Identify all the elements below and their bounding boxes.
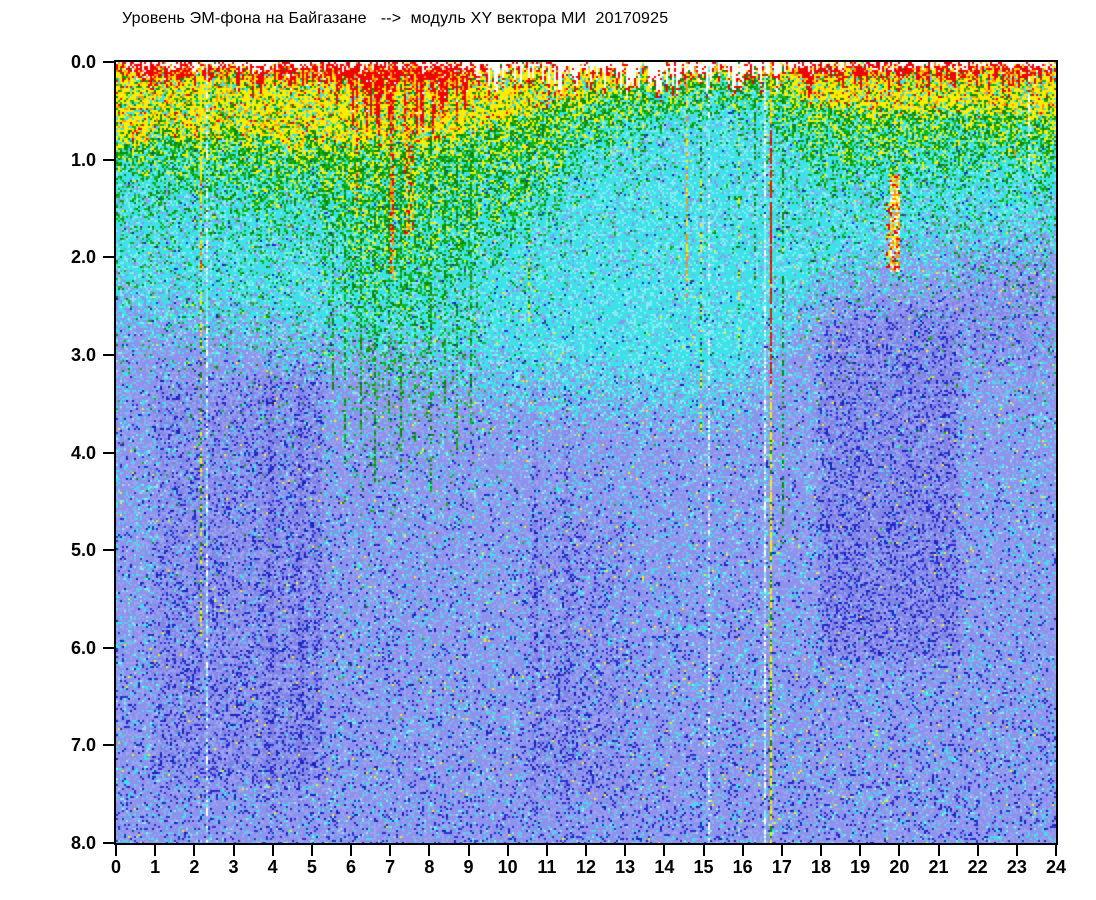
y-tick-mark — [103, 61, 114, 63]
spectrogram-canvas — [116, 62, 1056, 843]
x-tick-label: 15 — [693, 857, 714, 877]
chart-title: Уровень ЭМ-фона на Байгазане --> модуль … — [122, 10, 669, 27]
x-tick-label: 12 — [575, 857, 597, 877]
x-tick-label: 9 — [463, 857, 474, 877]
x-tick-label: 5 — [306, 857, 317, 877]
x-tick-mark — [1055, 845, 1057, 856]
x-tick-label: 1 — [150, 857, 161, 877]
x-tick-label: 18 — [810, 857, 832, 877]
x-tick-label: 7 — [385, 857, 396, 877]
y-tick-mark — [103, 842, 114, 844]
y-tick-label: 7.0 — [70, 735, 96, 756]
y-tick-label: 6.0 — [70, 637, 96, 658]
y-tick-mark — [103, 549, 114, 552]
y-tick-label: 0.0 — [70, 52, 96, 72]
x-tick-label: 8 — [424, 857, 435, 877]
x-tick-mark — [741, 845, 744, 856]
y-tick-label: 8.0 — [70, 833, 96, 853]
x-tick-mark — [506, 845, 509, 856]
x-tick-label: 3 — [228, 857, 239, 877]
y-tick-mark — [103, 256, 114, 259]
x-tick-mark — [976, 845, 979, 856]
y-tick-mark — [103, 744, 114, 747]
x-tick-label: 17 — [771, 857, 792, 877]
y-tick-mark — [103, 451, 114, 454]
x-tick-label: 16 — [732, 857, 753, 877]
y-tick-label: 5.0 — [70, 540, 96, 561]
x-tick-mark — [898, 845, 901, 856]
x-tick-label: 13 — [615, 857, 636, 877]
x-tick-label: 21 — [928, 857, 949, 877]
x-tick-mark — [663, 845, 666, 856]
y-tick-label: 4.0 — [70, 442, 96, 463]
x-tick-label: 0 — [110, 857, 121, 877]
x-tick-mark — [193, 845, 196, 856]
x-tick-mark — [545, 845, 548, 856]
x-tick-mark — [624, 845, 627, 856]
x-tick-mark — [232, 845, 235, 856]
x-tick-mark — [154, 845, 157, 856]
x-tick-mark — [115, 845, 117, 856]
x-tick-mark — [859, 845, 862, 856]
x-tick-label: 11 — [537, 857, 557, 877]
x-tick-mark — [467, 845, 470, 856]
x-tick-mark — [350, 845, 352, 856]
y-tick-label: 2.0 — [70, 247, 96, 268]
x-tick-label: 10 — [497, 857, 518, 877]
plot-frame — [114, 60, 1058, 845]
x-tick-mark — [937, 845, 940, 856]
x-tick-label: 19 — [850, 857, 871, 877]
x-tick-mark — [310, 845, 313, 856]
x-tick-mark — [389, 845, 392, 856]
x-tick-label: 22 — [967, 857, 988, 877]
y-tick-mark — [103, 353, 114, 356]
x-tick-mark — [271, 845, 274, 856]
x-tick-mark — [428, 845, 431, 856]
y-tick-mark — [103, 646, 114, 649]
x-tick-mark — [1015, 845, 1018, 856]
y-tick-mark — [103, 158, 114, 161]
x-tick-label: 20 — [889, 857, 910, 877]
y-tick-label: 3.0 — [70, 344, 96, 365]
x-tick-label: 6 — [345, 857, 356, 877]
x-tick-mark — [585, 845, 587, 856]
x-tick-label: 2 — [189, 857, 200, 877]
x-tick-label: 24 — [1045, 857, 1067, 877]
x-tick-label: 4 — [267, 857, 278, 877]
x-tick-label: 14 — [654, 857, 675, 877]
x-tick-label: 23 — [1006, 857, 1027, 877]
y-tick-label: 1.0 — [70, 149, 96, 170]
x-tick-mark — [780, 845, 783, 856]
x-tick-mark — [702, 845, 705, 856]
x-tick-mark — [820, 845, 822, 856]
